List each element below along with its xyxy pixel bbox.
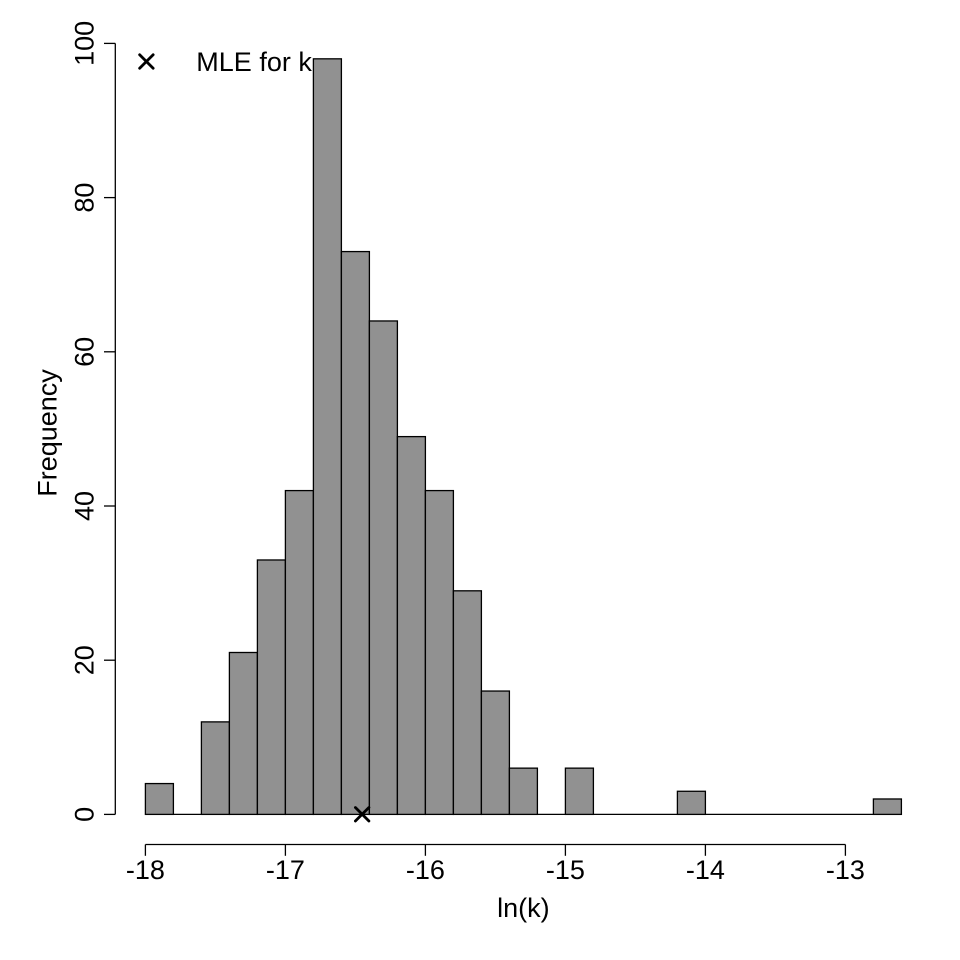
svg-text:100: 100 (70, 21, 100, 66)
svg-text:-15: -15 (546, 855, 585, 885)
svg-text:-17: -17 (266, 855, 305, 885)
svg-text:-14: -14 (686, 855, 725, 885)
svg-text:-16: -16 (406, 855, 445, 885)
svg-text:-13: -13 (826, 855, 865, 885)
svg-text:-18: -18 (126, 855, 165, 885)
svg-text:20: 20 (70, 645, 100, 675)
svg-text:ln(k): ln(k) (497, 893, 550, 923)
svg-text:Frequency: Frequency (32, 369, 62, 497)
svg-text:MLE for k: MLE for k (196, 47, 312, 77)
svg-text:40: 40 (70, 491, 100, 521)
svg-text:80: 80 (70, 183, 100, 213)
svg-text:0: 0 (70, 807, 100, 822)
svg-text:60: 60 (70, 337, 100, 367)
